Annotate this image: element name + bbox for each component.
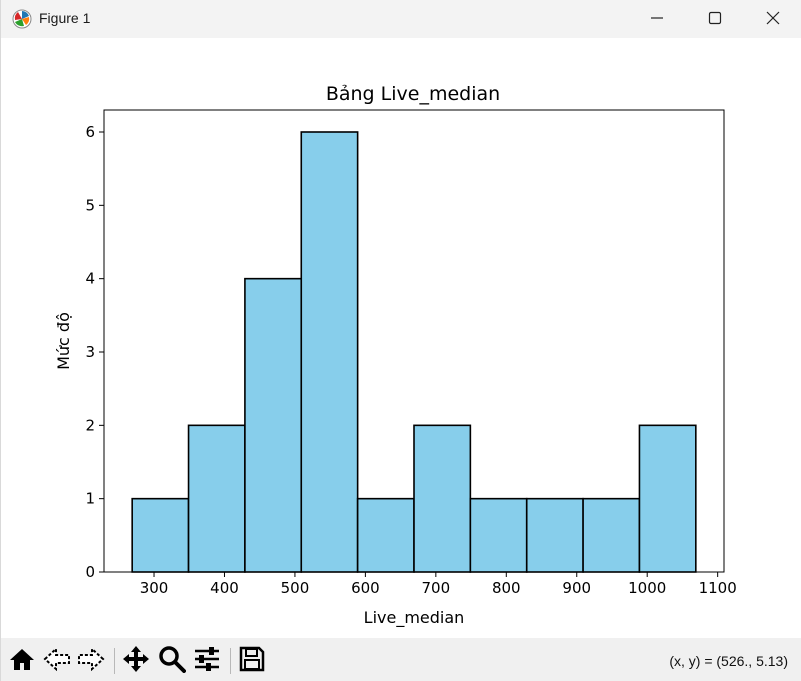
x-tick-label: 800 xyxy=(492,579,521,597)
y-tick-label: 4 xyxy=(85,270,95,288)
pan-icon xyxy=(122,645,150,677)
x-axis-label: Live_median xyxy=(364,608,465,628)
x-tick-label: 500 xyxy=(281,579,310,597)
navigation-toolbar: (x, y) = (526., 5.13) xyxy=(1,638,801,681)
histogram-bar xyxy=(525,497,584,573)
y-axis-label: Mức độ xyxy=(54,312,73,370)
toolbar-separator xyxy=(230,648,231,674)
y-tick-label: 2 xyxy=(85,416,95,434)
y-tick-label: 6 xyxy=(85,123,95,141)
close-icon xyxy=(766,10,780,29)
pan-button[interactable] xyxy=(121,646,151,676)
toolbar-separator xyxy=(114,648,115,674)
cursor-coordinates: (x, y) = (526., 5.13) xyxy=(669,653,788,669)
configure-subplots-button[interactable] xyxy=(192,646,222,676)
title-bar: Figure 1 xyxy=(1,0,801,38)
plot-canvas[interactable]: Bảng Live_median 300 400 500 600 700 800 900 10… xyxy=(1,38,801,638)
maximize-icon xyxy=(708,10,722,29)
minimize-button[interactable] xyxy=(628,0,686,38)
maximize-button[interactable] xyxy=(686,0,744,38)
zoom-button[interactable] xyxy=(157,646,187,676)
x-tick-label: 300 xyxy=(140,579,169,597)
chart-title: Bảng Live_median xyxy=(326,83,500,105)
forward-button[interactable] xyxy=(76,646,106,676)
histogram-bar xyxy=(638,424,697,573)
save-button[interactable] xyxy=(237,646,267,676)
histogram-bar xyxy=(413,424,472,573)
histogram-bar xyxy=(582,497,641,573)
home-button[interactable] xyxy=(7,646,37,676)
matplotlib-app-icon xyxy=(12,9,32,29)
y-tick-label: 1 xyxy=(85,490,95,508)
minimize-icon xyxy=(650,10,664,29)
x-tick-label: 700 xyxy=(422,579,451,597)
x-tick-label: 400 xyxy=(210,579,239,597)
home-icon xyxy=(9,647,35,675)
window-title: Figure 1 xyxy=(39,10,91,26)
configure-icon xyxy=(193,646,221,676)
histogram-bar xyxy=(187,424,246,573)
histogram-bar xyxy=(356,497,415,573)
histogram-bar xyxy=(131,497,190,573)
x-tick-label: 600 xyxy=(351,579,380,597)
y-tick-label: 3 xyxy=(85,343,95,361)
y-tick-label: 0 xyxy=(85,563,95,581)
close-button[interactable] xyxy=(744,0,801,38)
histogram-bar xyxy=(244,277,303,573)
save-icon xyxy=(239,646,265,676)
back-icon xyxy=(43,646,71,675)
histogram-bar xyxy=(300,131,359,573)
zoom-icon xyxy=(158,645,186,677)
back-button[interactable] xyxy=(42,646,72,676)
histogram-chart: Bảng Live_median 300 400 500 600 700 800 900 10… xyxy=(54,83,737,628)
x-tick-label: 900 xyxy=(562,579,591,597)
y-tick-label: 5 xyxy=(85,196,95,214)
forward-icon xyxy=(77,646,105,675)
x-tick-label: 1000 xyxy=(628,579,666,597)
x-tick-label: 1100 xyxy=(699,579,737,597)
histogram-bar xyxy=(469,497,528,573)
axes-frame xyxy=(103,109,725,573)
